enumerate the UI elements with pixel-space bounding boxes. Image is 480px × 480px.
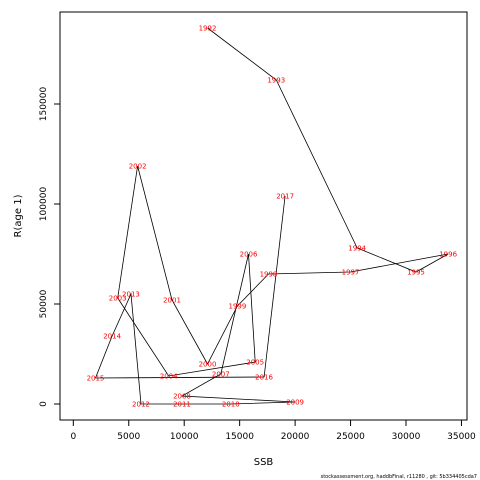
y-tick-label: 100000: [39, 187, 49, 222]
point-label: 1998: [260, 271, 278, 279]
point-label: 2000: [199, 361, 217, 369]
x-tick-label: 10000: [170, 432, 199, 442]
x-tick-label: 35000: [447, 432, 476, 442]
point-label: 1994: [348, 245, 366, 253]
point-label: 2005: [246, 359, 264, 367]
y-tick-label: 0: [39, 401, 49, 407]
y-tick-label: 150000: [39, 87, 49, 122]
point-label: 2002: [129, 163, 147, 171]
point-label: 2008: [173, 393, 191, 401]
x-axis: 0 5000 10000 15000 20000 25000 30000 35000: [70, 420, 476, 442]
series-line: [94, 27, 449, 405]
point-label: 2001: [163, 297, 181, 305]
point-label: 2017: [276, 193, 294, 201]
point-label: 2007: [212, 371, 230, 379]
point-label: 2015: [87, 375, 105, 383]
point-label: 1997: [342, 269, 360, 277]
point-label: 2016: [255, 374, 273, 382]
point-label: 1993: [267, 77, 285, 85]
point-label: 1995: [407, 269, 425, 277]
point-label: 2004: [160, 373, 178, 381]
y-axis: 0 50000 100000 150000: [39, 87, 60, 407]
x-tick-label: 15000: [225, 432, 254, 442]
point-label: 1999: [229, 303, 247, 311]
x-tick-label: 5000: [117, 432, 140, 442]
y-axis-title: R(age 1): [13, 194, 24, 237]
x-tick-label: 25000: [336, 432, 365, 442]
point-label: 2011: [173, 401, 191, 409]
point-label: 1992: [199, 25, 217, 33]
point-labels: 1992 1993 1994 1995 1996 1997 1998 1999 2000 2001…: [87, 25, 458, 409]
x-tick-label: 30000: [392, 432, 421, 442]
y-tick-label: 50000: [39, 289, 49, 318]
point-label: 1996: [439, 251, 457, 259]
point-label: 2003: [109, 295, 127, 303]
footer-text: stockassessment.org, haddbFinal, r11280 …: [321, 474, 477, 480]
point-label: 2014: [103, 333, 121, 341]
x-axis-title: SSB: [254, 457, 274, 468]
point-label: 2012: [132, 401, 150, 409]
point-label: 2009: [286, 399, 304, 407]
x-tick-label: 20000: [281, 432, 310, 442]
plot-box: [59, 11, 468, 421]
point-label: 2013: [122, 291, 140, 299]
point-label: 2006: [240, 251, 258, 259]
x-tick-label: 0: [70, 432, 76, 442]
point-label: 2010: [222, 401, 240, 409]
